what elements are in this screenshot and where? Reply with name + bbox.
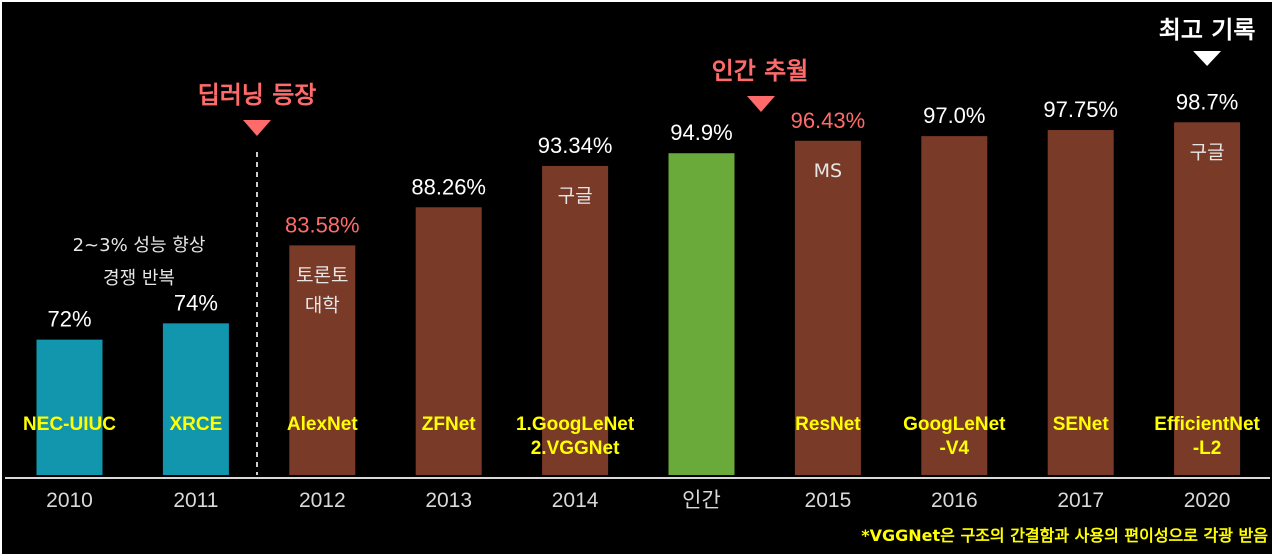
value-label: 74% bbox=[174, 290, 218, 315]
x-tick-label: 2020 bbox=[1184, 489, 1231, 512]
bar bbox=[36, 339, 103, 475]
bar bbox=[668, 153, 735, 475]
bar-inner-label: 토론토 bbox=[296, 264, 348, 286]
value-label: 94.9% bbox=[670, 120, 732, 145]
bar-inner-label: 대학 bbox=[305, 294, 340, 316]
bar bbox=[162, 323, 229, 475]
model-name-label: 1.GoogLeNet bbox=[516, 414, 635, 435]
value-label: 93.34% bbox=[538, 133, 613, 158]
bar-inner-label: MS bbox=[814, 160, 842, 182]
x-tick-label: 2010 bbox=[46, 489, 93, 512]
value-label: 98.7% bbox=[1176, 89, 1238, 114]
x-tick-label: 2017 bbox=[1057, 489, 1104, 512]
value-label: 97.0% bbox=[923, 103, 985, 128]
model-name-label: AlexNet bbox=[287, 414, 358, 435]
value-label: 88.26% bbox=[411, 174, 486, 199]
value-label: 72% bbox=[47, 307, 91, 332]
bar bbox=[542, 165, 609, 475]
bar bbox=[289, 245, 356, 475]
best-record-marker-icon bbox=[1193, 51, 1222, 66]
annotation-early-note: 2~3% 성능 향상 bbox=[73, 235, 206, 256]
x-tick-label: 인간 bbox=[682, 489, 721, 512]
bar-inner-label: 구글 bbox=[558, 185, 593, 207]
bar bbox=[415, 207, 482, 476]
bar bbox=[1047, 130, 1114, 475]
x-tick-label: 2016 bbox=[931, 489, 978, 512]
bar bbox=[1174, 122, 1241, 476]
model-name-label: 2.VGGNet bbox=[531, 438, 620, 459]
value-label: 97.75% bbox=[1043, 97, 1118, 122]
model-name-label: NEC-UIUC bbox=[23, 414, 116, 435]
deep-learning-marker-icon bbox=[243, 120, 271, 136]
x-tick-label: 2011 bbox=[173, 489, 218, 512]
model-name-label: -L2 bbox=[1193, 438, 1222, 459]
annotation-human-surpassed: 인간 추월 bbox=[712, 57, 809, 85]
value-label: 96.43% bbox=[791, 108, 866, 133]
human-surpassed-marker-icon bbox=[747, 96, 775, 112]
model-name-label: EfficientNet bbox=[1154, 414, 1260, 435]
footnote: *VGGNet은 구조의 간결함과 사용의 편이성으로 각광 받음 bbox=[861, 526, 1268, 545]
model-name-label: -V4 bbox=[940, 438, 970, 459]
x-tick-label: 2014 bbox=[552, 489, 599, 512]
x-tick-label: 2012 bbox=[299, 489, 346, 512]
model-name-label: GoogLeNet bbox=[903, 414, 1006, 435]
bar bbox=[921, 136, 988, 475]
model-name-label: SENet bbox=[1053, 414, 1110, 435]
bar-inner-label: 구글 bbox=[1190, 141, 1225, 163]
model-name-label: XRCE bbox=[170, 414, 223, 435]
value-label: 83.58% bbox=[285, 212, 360, 237]
model-name-label: ResNet bbox=[795, 414, 861, 435]
model-name-label: ZFNet bbox=[422, 414, 477, 435]
annotation-early-note: 경쟁 반복 bbox=[103, 268, 175, 289]
annotation-deep-learning: 딥러닝 등장 bbox=[198, 81, 317, 109]
x-tick-label: 2013 bbox=[425, 489, 472, 512]
x-tick-label: 2015 bbox=[805, 489, 852, 512]
bar bbox=[794, 140, 861, 475]
annotation-best-record: 최고 기록 bbox=[1159, 16, 1256, 44]
